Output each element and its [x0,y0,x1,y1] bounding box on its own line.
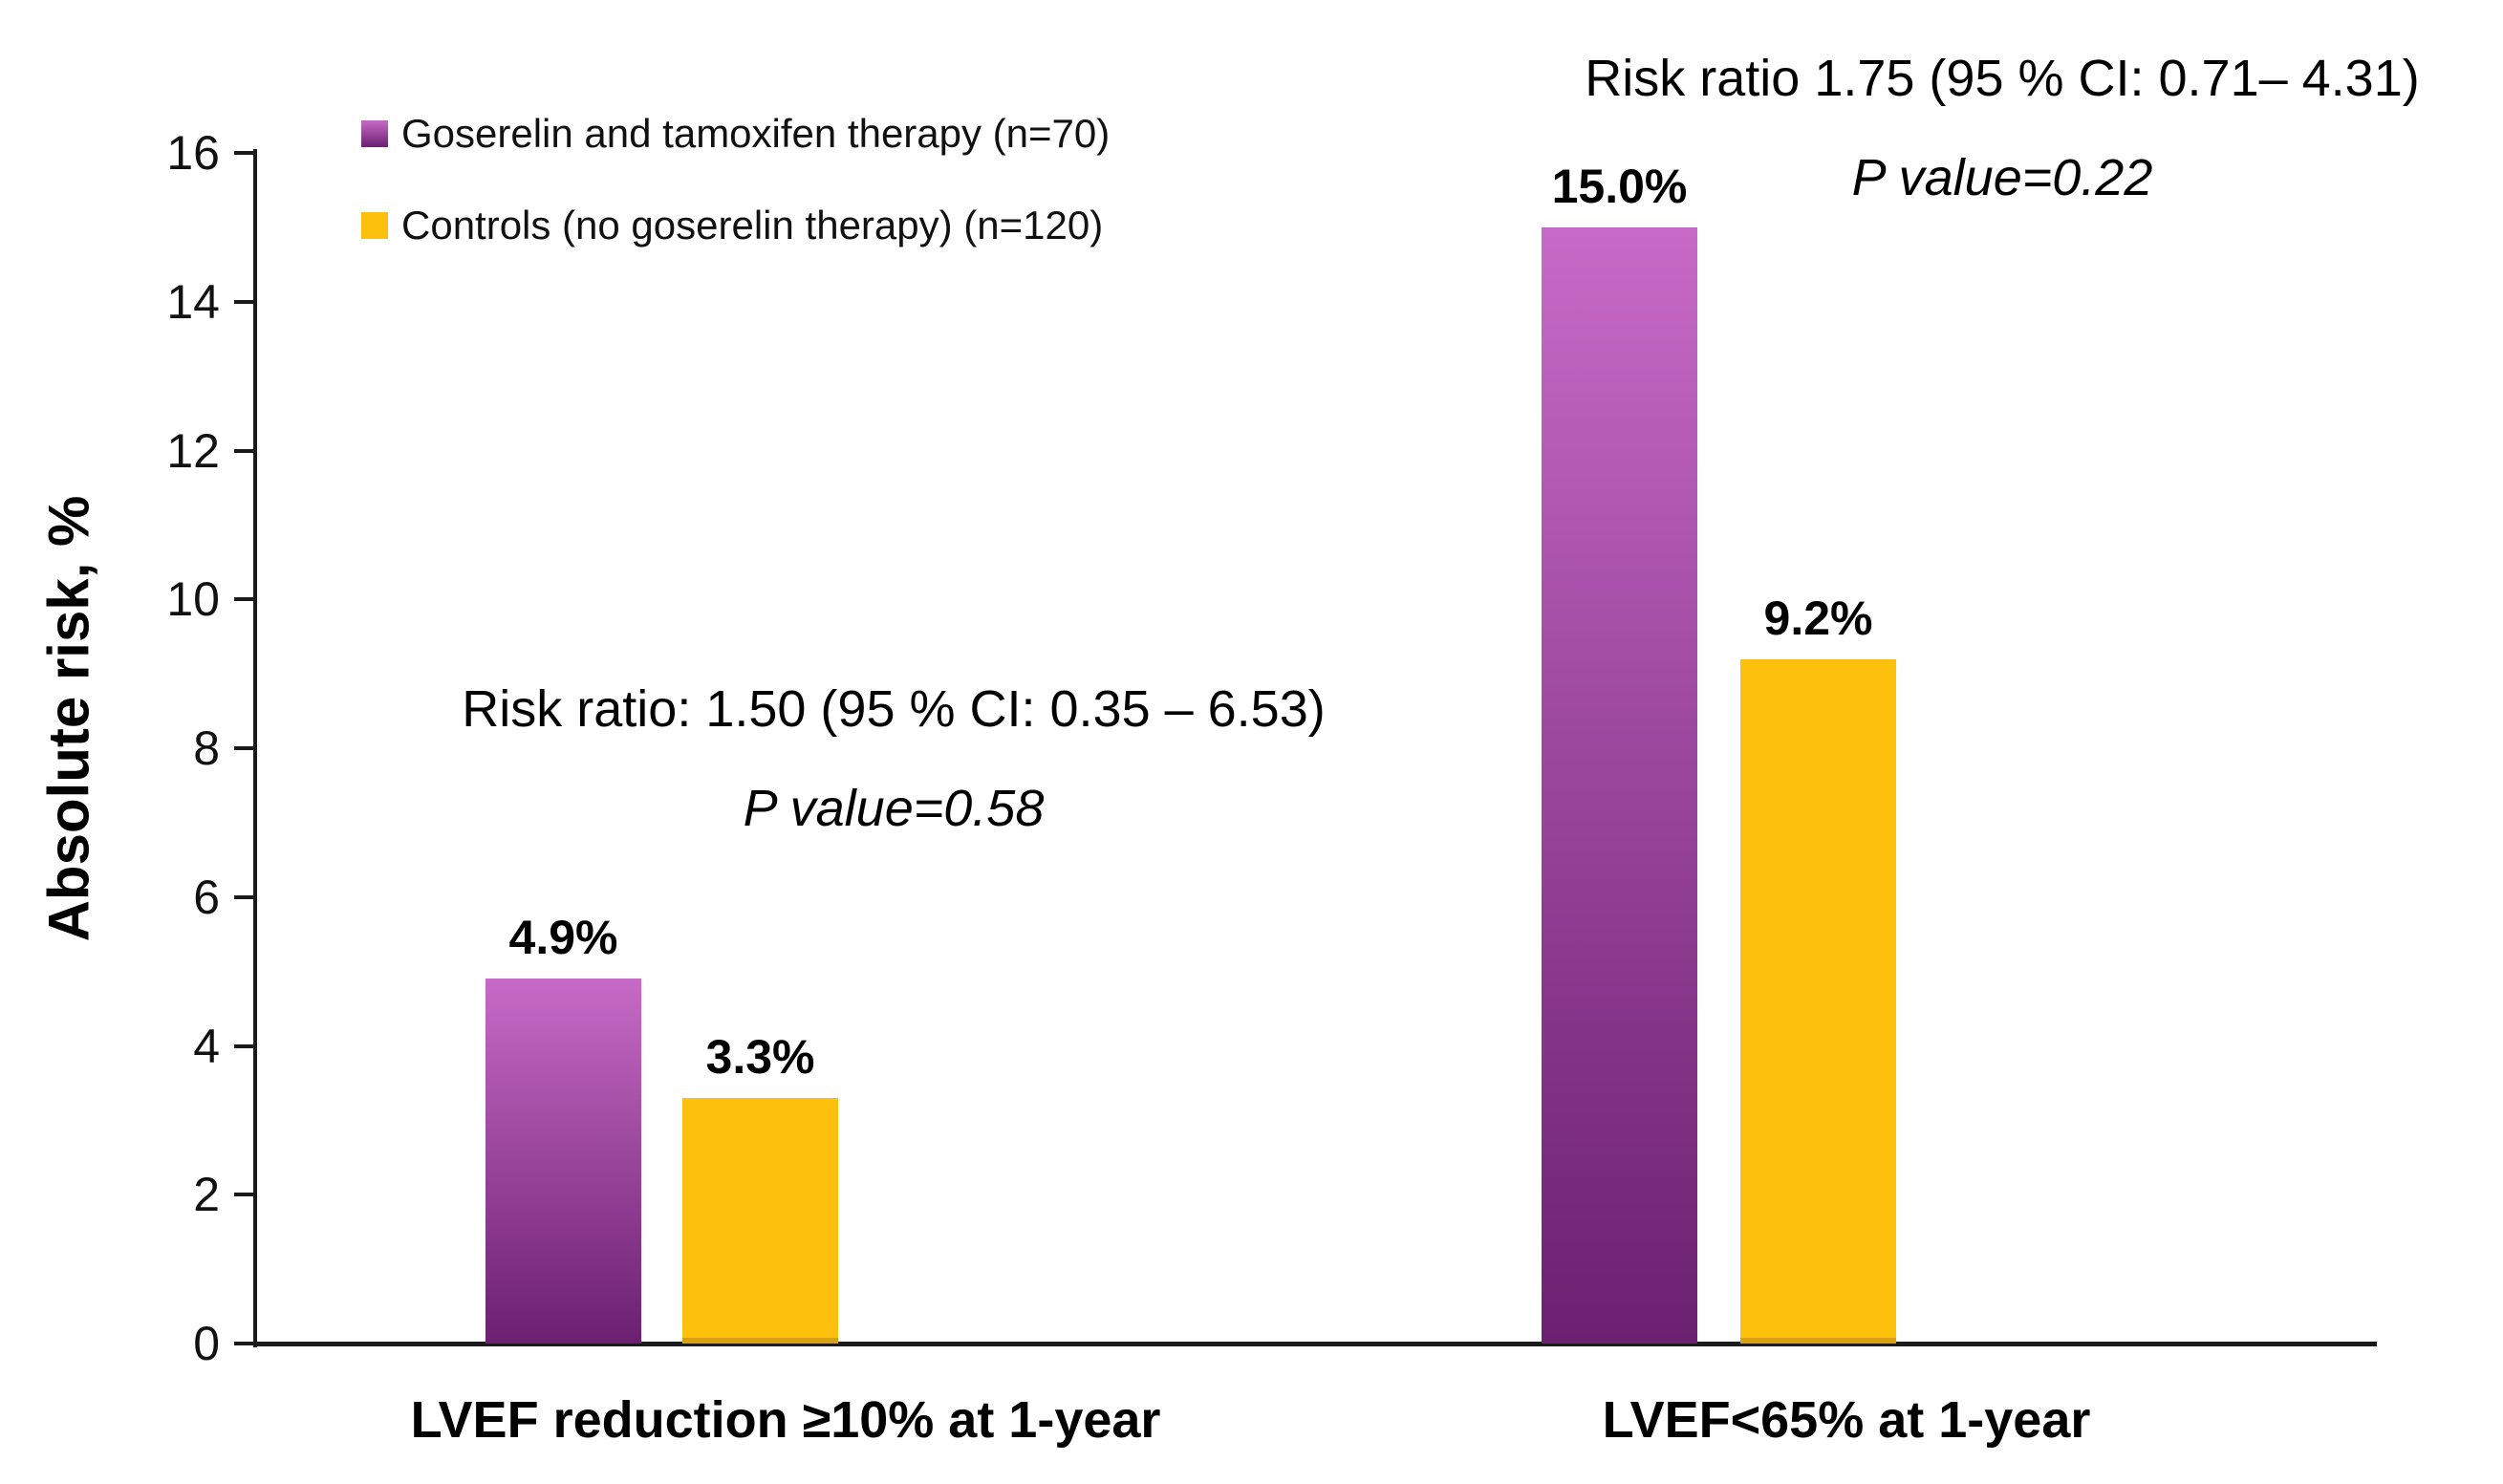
y-tick-label-2: 2 [193,1168,220,1222]
annotation-group1: Risk ratio: 1.50 (95 % CI: 0.35 – 6.53) … [462,659,1325,858]
legend-swatch-controls-icon [361,212,388,239]
x-category-label-lvef-below-65: LVEF<65% at 1-year [1602,1391,2091,1449]
y-tick-label-6: 6 [193,870,220,924]
y-axis-line [253,149,257,1347]
bar-goserelin-group2 [1542,226,1697,1344]
annotation-group1-risk-ratio: Risk ratio: 1.50 (95 % CI: 0.35 – 6.53) [462,680,1326,738]
y-tick-label-14: 14 [166,274,220,329]
x-axis-line [253,1342,2377,1346]
y-tick-mark-2 [234,1193,255,1197]
y-tick-mark-6 [234,894,255,899]
legend-label-goserelin: Goserelin and tamoxifen therapy (n=70) [401,111,1111,156]
annotation-group1-p-value: P value=0.58 [743,780,1045,837]
legend-item-goserelin: Goserelin and tamoxifen therapy (n=70) [361,107,1110,161]
y-tick-mark-4 [234,1043,255,1048]
value-label-goserelin-group2: 15.0% [1551,159,1688,213]
legend-swatch-goserelin-icon [361,120,388,147]
y-tick-label-10: 10 [166,572,220,627]
annotation-group2: Risk ratio 1.75 (95 % CI: 0.71– 4.31) P … [1585,29,2419,227]
x-category-label-lvef-reduction: LVEF reduction ≥10% at 1-year [410,1391,1161,1449]
bar-controls-group1 [682,1098,838,1344]
y-tick-mark-10 [234,597,255,602]
y-tick-label-8: 8 [193,721,220,775]
y-tick-label-16: 16 [166,126,220,180]
value-label-controls-group2: 9.2% [1763,591,1873,645]
annotation-group2-p-value: P value=0.22 [1851,149,2153,206]
value-label-controls-group1: 3.3% [705,1030,815,1084]
y-tick-label-0: 0 [193,1317,220,1370]
value-label-goserelin-group1: 4.9% [508,911,618,965]
legend-item-controls: Controls (no goserelin therapy) (n=120) [361,199,1110,252]
y-tick-mark-12 [234,448,255,453]
legend: Goserelin and tamoxifen therapy (n=70) C… [361,107,1110,290]
y-tick-mark-0 [234,1342,255,1345]
annotation-group2-risk-ratio: Risk ratio 1.75 (95 % CI: 0.71– 4.31) [1585,50,2420,107]
legend-label-controls: Controls (no goserelin therapy) (n=120) [401,203,1104,247]
y-tick-mark-8 [234,746,255,750]
y-tick-mark-16 [234,151,255,155]
y-tick-mark-14 [234,299,255,304]
y-tick-label-12: 12 [166,423,220,478]
bar-goserelin-group1 [485,979,641,1344]
bar-controls-group2 [1740,658,1896,1344]
y-tick-label-4: 4 [193,1019,220,1073]
